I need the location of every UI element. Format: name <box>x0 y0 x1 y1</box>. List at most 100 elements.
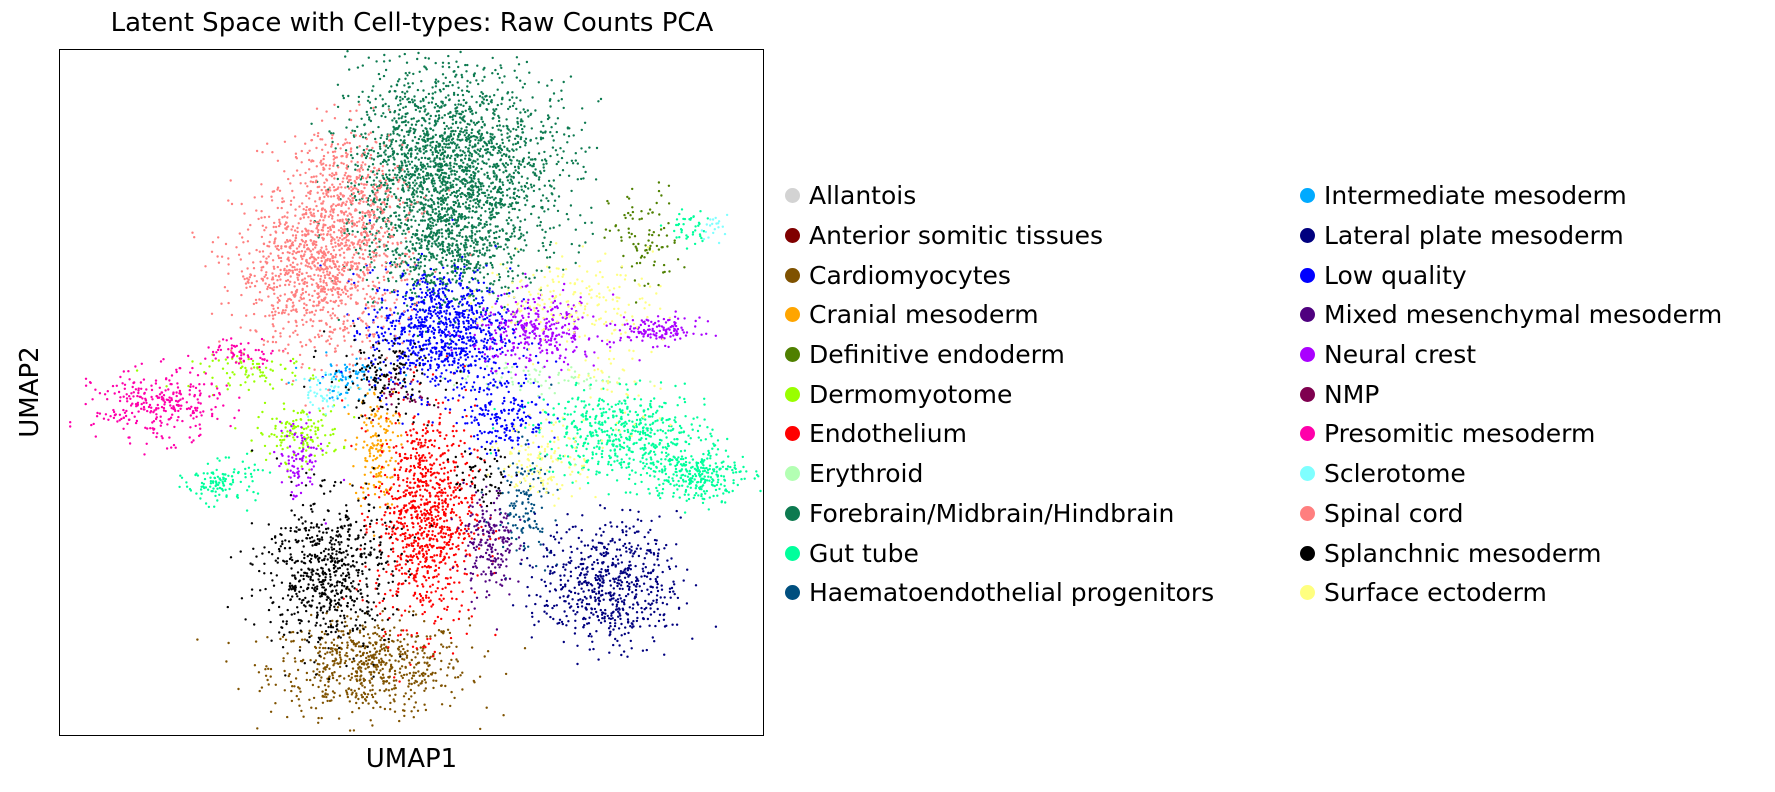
data-point <box>374 432 377 435</box>
data-point <box>492 145 495 148</box>
data-point <box>441 528 444 531</box>
data-point <box>497 119 501 123</box>
data-point <box>370 148 373 152</box>
data-point <box>395 537 398 540</box>
data-point <box>519 137 522 141</box>
data-point <box>292 436 295 439</box>
data-point <box>266 636 269 639</box>
data-point <box>415 597 419 600</box>
data-point <box>319 447 323 450</box>
data-point <box>412 499 415 502</box>
data-point <box>431 86 434 89</box>
data-point <box>463 532 466 535</box>
data-point <box>372 454 376 458</box>
data-point <box>392 679 396 682</box>
data-point <box>491 133 494 136</box>
data-point <box>366 168 370 171</box>
data-point <box>460 604 463 607</box>
data-point <box>345 222 348 225</box>
data-point <box>576 162 579 165</box>
data-point <box>378 308 382 311</box>
data-point <box>395 679 398 682</box>
data-point <box>520 188 523 191</box>
data-point <box>491 56 494 60</box>
data-point <box>470 173 473 177</box>
data-point <box>414 171 417 174</box>
data-point <box>414 156 418 159</box>
data-point <box>413 592 417 596</box>
data-point <box>495 211 498 215</box>
data-point <box>348 729 352 732</box>
data-point <box>437 546 441 549</box>
data-point <box>250 439 253 442</box>
data-point <box>435 546 439 550</box>
data-point <box>429 470 432 474</box>
data-point <box>501 141 504 145</box>
data-point <box>455 514 458 517</box>
data-point <box>411 378 415 381</box>
data-point <box>391 119 394 122</box>
data-point <box>486 176 489 179</box>
data-point <box>425 544 429 547</box>
data-point <box>398 454 402 458</box>
data-point <box>448 162 452 165</box>
data-point <box>362 663 366 666</box>
data-point <box>514 169 517 172</box>
data-point <box>516 274 520 277</box>
data-point <box>560 89 563 92</box>
data-point <box>517 264 520 267</box>
data-point <box>655 244 659 248</box>
data-point <box>378 650 382 653</box>
data-point <box>405 198 409 201</box>
data-point <box>491 126 494 129</box>
data-point <box>465 482 468 486</box>
data-point <box>634 301 638 304</box>
data-point <box>416 176 419 179</box>
data-point <box>451 229 454 232</box>
data-point <box>291 427 295 430</box>
data-point <box>317 420 320 423</box>
data-point <box>361 684 364 687</box>
data-point <box>360 512 364 515</box>
data-point <box>378 142 382 146</box>
data-point <box>433 522 436 526</box>
data-point <box>403 159 406 162</box>
data-point <box>392 414 395 417</box>
data-point <box>472 121 476 124</box>
data-point <box>379 438 382 442</box>
data-point <box>447 207 450 210</box>
data-point <box>465 573 468 576</box>
data-point <box>501 98 504 101</box>
data-point <box>386 649 390 653</box>
data-point <box>376 624 379 627</box>
data-point <box>376 152 380 155</box>
data-point <box>461 455 464 458</box>
data-point <box>526 177 529 180</box>
data-point <box>478 251 482 254</box>
data-point <box>473 246 476 249</box>
data-point <box>441 546 444 550</box>
data-point <box>378 199 381 202</box>
data-point <box>438 231 441 234</box>
data-point <box>392 132 395 135</box>
data-point <box>507 222 510 225</box>
data-point <box>346 641 349 644</box>
data-point <box>587 468 590 471</box>
data-point <box>434 590 437 593</box>
data-point <box>507 252 510 255</box>
data-point <box>515 194 519 198</box>
data-point <box>424 278 428 281</box>
data-point <box>505 169 508 173</box>
data-point <box>389 476 392 479</box>
data-point <box>516 201 520 204</box>
data-point <box>481 145 485 148</box>
data-point <box>397 583 400 586</box>
data-point <box>392 130 395 133</box>
data-point <box>410 218 413 222</box>
data-point <box>607 375 611 379</box>
data-point <box>522 369 525 372</box>
data-point <box>458 231 461 235</box>
data-point <box>417 563 420 566</box>
data-point <box>456 486 459 490</box>
data-point <box>425 590 429 594</box>
